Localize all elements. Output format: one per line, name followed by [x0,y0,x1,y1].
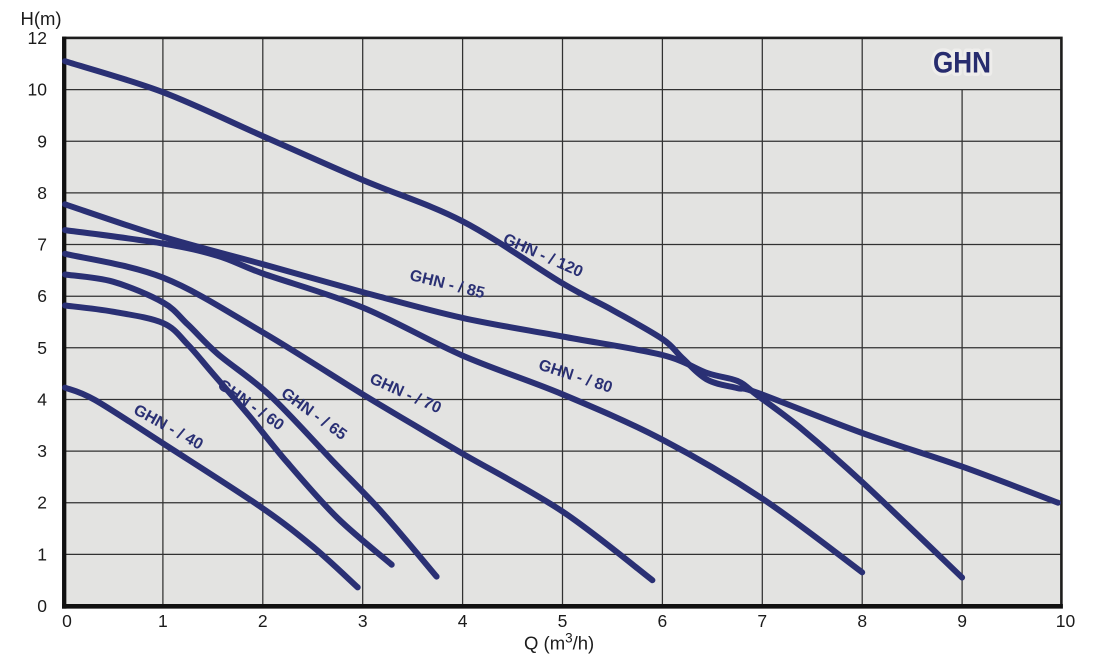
svg-text:1: 1 [158,611,168,631]
svg-text:Q (m3/h): Q (m3/h) [524,631,594,654]
svg-text:0: 0 [62,611,72,631]
svg-text:GHN: GHN [933,47,991,80]
svg-text:3: 3 [37,441,47,461]
svg-text:1: 1 [37,544,47,564]
svg-text:10: 10 [1056,611,1076,631]
svg-text:4: 4 [458,611,468,631]
svg-text:12: 12 [28,28,47,48]
svg-text:8: 8 [37,183,47,203]
svg-text:5: 5 [37,338,47,358]
svg-text:H(m): H(m) [20,8,61,29]
svg-text:10: 10 [28,80,48,100]
svg-text:2: 2 [258,611,268,631]
svg-text:7: 7 [37,235,47,255]
svg-text:GHN: GHN [933,47,991,80]
svg-text:9: 9 [957,611,967,631]
svg-text:6: 6 [37,286,47,306]
svg-text:6: 6 [658,611,668,631]
svg-text:9: 9 [37,131,47,151]
svg-text:4: 4 [37,390,47,410]
svg-text:0: 0 [37,596,47,616]
svg-text:7: 7 [757,611,767,631]
svg-text:3: 3 [358,611,368,631]
svg-text:2: 2 [37,493,47,513]
svg-text:5: 5 [558,611,568,631]
svg-text:8: 8 [857,611,867,631]
